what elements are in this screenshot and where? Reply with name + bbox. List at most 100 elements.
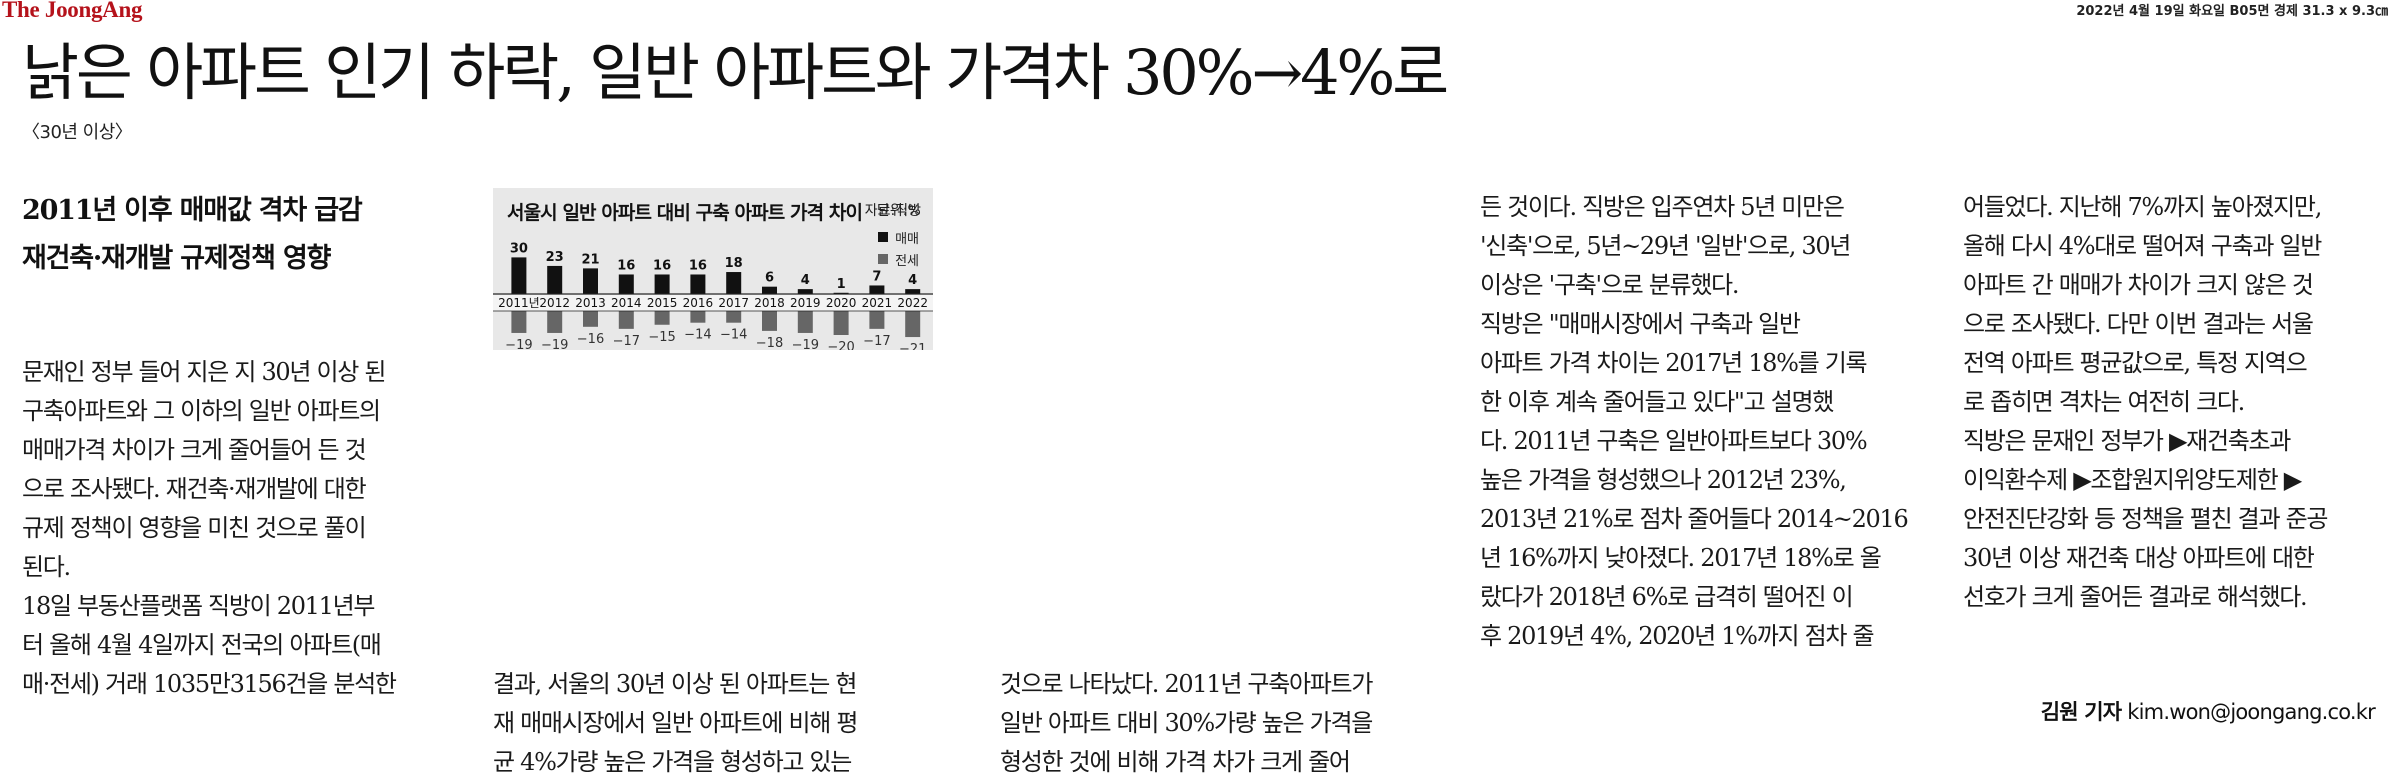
- body-line: 된다.: [22, 553, 71, 581]
- data-label-jeonse: −14: [720, 328, 747, 343]
- body-line: 랐다가 2018년 6%로 급격히 떨어진 이: [1480, 583, 1854, 611]
- data-label-sale: 30: [510, 241, 528, 256]
- bar-jeonse: [726, 311, 742, 323]
- tick-label-year: 2017: [718, 296, 749, 310]
- bar-sale: [869, 285, 885, 294]
- legend-item-sale: 매매: [878, 226, 919, 248]
- data-label-sale: 6: [765, 271, 774, 286]
- tick-label-year: 2014: [611, 296, 642, 310]
- data-label-sale: 7: [872, 269, 881, 284]
- chart-unit: 단위:%: [877, 203, 921, 219]
- bar-jeonse: [511, 311, 527, 333]
- tick-label-year: 2015: [647, 296, 678, 310]
- legend-item-jeonse: 전세: [878, 248, 919, 270]
- data-label-jeonse: −19: [792, 338, 819, 350]
- data-label-jeonse: −16: [577, 332, 604, 347]
- bar-sale: [905, 289, 921, 294]
- data-label-sale: 1: [837, 277, 846, 292]
- body-line: 규제 정책이 영향을 미친 것으로 풀이: [22, 514, 367, 542]
- body-line: 일반 아파트 대비 30%가량 높은 가격을: [1000, 709, 1373, 737]
- bar-jeonse: [654, 311, 670, 325]
- bar-sale: [583, 268, 598, 294]
- legend-label-sale: 매매: [895, 231, 919, 247]
- body-line: '신축'으로, 5년~29년 '일반'으로, 30년: [1480, 232, 1851, 260]
- data-label-jeonse: −17: [863, 334, 890, 349]
- newspaper-logo: The JoongAng: [2, 0, 143, 22]
- body-line: 로 좁히면 격차는 여전히 크다.: [1963, 388, 2245, 416]
- byline: 김원 기자 kim.won@joongang.co.kr: [2040, 696, 2376, 726]
- body-line: 높은 가격을 형성했으나 2012년 23%,: [1480, 466, 1847, 494]
- tick-label-year: 2020: [826, 296, 857, 310]
- data-label-sale: 21: [581, 252, 599, 267]
- article-column-4: 든 것이다. 직방은 입주연차 5년 미만은 '신축'으로, 5년~29년 '일반…: [1480, 188, 1930, 656]
- price-gap-chart: 서울시 일반 아파트 대비 구축 아파트 가격 차이 단위:% 자료:직방 매매…: [493, 188, 933, 350]
- tick-label-year: 2019: [790, 296, 821, 310]
- body-line: 이익환수제 ▶조합원지위양도제한 ▶: [1963, 466, 2302, 494]
- body-line: 이상은 '구축'으로 분류했다.: [1480, 271, 1739, 299]
- data-label-sale: 4: [801, 273, 810, 288]
- body-line: 어들었다. 지난해 7%까지 높아졌지만,: [1963, 193, 2322, 221]
- issue-meta: 2022년 4월 19일 화요일 B05면 경제 31.3 x 9.3㎝: [2076, 4, 2388, 19]
- bar-jeonse: [797, 311, 813, 333]
- deck-line-1: 2011년 이후 매매값 격차 급감: [22, 195, 363, 226]
- bar-sale: [762, 286, 777, 294]
- body-line: 매매가격 차이가 크게 줄어들어 든 것: [22, 436, 367, 464]
- body-line: 든 것이다. 직방은 입주연차 5년 미만은: [1480, 193, 1845, 221]
- article-subhead: 〈30년 이상〉: [22, 122, 133, 143]
- bar-jeonse: [618, 311, 634, 329]
- bar-sale: [797, 289, 813, 294]
- body-line: 직방은 문재인 정부가 ▶재건축초과: [1963, 427, 2291, 455]
- body-line: 으로 조사됐다. 재건축·재개발에 대한: [22, 475, 367, 503]
- body-line: 년 16%까지 낮아졌다. 2017년 18%로 올: [1480, 544, 1882, 572]
- bar-jeonse: [762, 311, 777, 331]
- data-label-jeonse: −18: [756, 336, 783, 350]
- body-line: 올해 다시 4%대로 떨어져 구축과 일반: [1963, 232, 2322, 260]
- body-line: 것으로 나타났다. 2011년 구축아파트가: [1000, 670, 1373, 698]
- chart-title: 서울시 일반 아파트 대비 구축 아파트 가격 차이: [507, 202, 863, 224]
- body-line: 아파트 가격 차이는 2017년 18%를 기록: [1480, 349, 1868, 377]
- data-label-sale: 16: [617, 258, 635, 273]
- body-line: 선호가 크게 줄어든 결과로 해석했다.: [1963, 583, 2308, 611]
- tick-label-year: 2018: [754, 296, 785, 310]
- data-label-jeonse: −21: [899, 342, 926, 350]
- data-label-sale: 18: [725, 256, 743, 271]
- data-label-sale: 4: [908, 273, 917, 288]
- body-line: 전역 아파트 평균값으로, 특정 지역으: [1963, 349, 2308, 377]
- bar-jeonse: [869, 311, 885, 329]
- bar-jeonse: [690, 311, 706, 323]
- data-label-jeonse: −17: [613, 334, 640, 349]
- tick-label-year: 2022: [897, 296, 928, 310]
- body-line: 구축아파트와 그 이하의 일반 아파트의: [22, 397, 381, 425]
- data-label-jeonse: −15: [648, 330, 675, 345]
- body-line: 재 매매시장에서 일반 아파트에 비해 평: [493, 709, 858, 737]
- body-line: 으로 조사됐다. 다만 이번 결과는 서울: [1963, 310, 2314, 338]
- legend-label-jeonse: 전세: [895, 253, 919, 269]
- body-line: 30년 이상 재건축 대상 아파트에 대한: [1963, 544, 2315, 572]
- category-band: [493, 293, 933, 311]
- body-line: 아파트 간 매매가 차이가 크지 않은 것: [1963, 271, 2314, 299]
- bar-sale: [547, 265, 563, 294]
- masthead: The JoongAng 2022년 4월 19일 화요일 B05면 경제 31…: [0, 0, 2391, 22]
- body-line: 다. 2011년 구축은 일반아파트보다 30%: [1480, 427, 1868, 455]
- bar-jeonse: [583, 311, 598, 327]
- data-label-jeonse: −20: [827, 340, 854, 350]
- bar-sale: [690, 274, 706, 294]
- data-label-jeonse: −19: [505, 338, 532, 350]
- body-line: 18일 부동산플랫폼 직방이 2011년부: [22, 592, 375, 620]
- body-line: 균 4%가량 높은 가격을 형성하고 있는: [493, 748, 852, 776]
- body-line: 직방은 "매매시장에서 구축과 일반: [1480, 310, 1801, 338]
- article-headline: 낡은 아파트 인기 하락, 일반 아파트와 가격차 30%→4%로: [22, 36, 1449, 109]
- body-line: 후 2019년 4%, 2020년 1%까지 점차 줄: [1480, 622, 1875, 650]
- tick-label-year: 2012: [539, 296, 570, 310]
- body-line: 2013년 21%로 점차 줄어들다 2014~2016: [1480, 505, 1909, 533]
- body-line: 결과, 서울의 30년 이상 된 아파트는 현: [493, 670, 857, 698]
- bar-sale: [833, 292, 849, 294]
- legend-swatch-sale: [878, 232, 889, 242]
- data-label-sale: 16: [653, 258, 671, 273]
- body-line: 문재인 정부 들어 지은 지 30년 이상 된: [22, 358, 386, 386]
- tick-label-year: 2013: [575, 296, 606, 310]
- chart-legend: 매매 전세: [878, 226, 919, 270]
- byline-name: 김원 기자: [2040, 700, 2122, 724]
